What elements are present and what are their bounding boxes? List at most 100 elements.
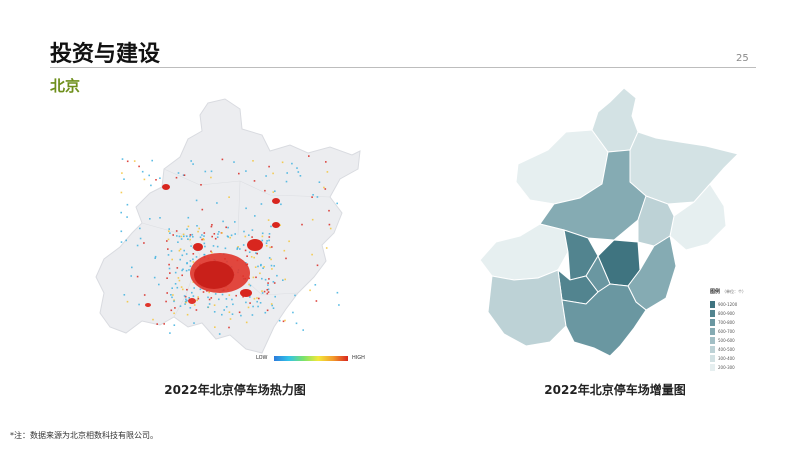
heatmap-caption: 2022年北京停车场热力图 — [164, 383, 306, 397]
heat-dot — [174, 271, 177, 274]
heat-dot — [168, 230, 170, 233]
heat-dot — [213, 311, 216, 313]
legend-label: 700-800 — [718, 320, 735, 325]
heat-dot — [182, 288, 184, 291]
heat-dot — [197, 230, 199, 233]
legend-label: 800-900 — [718, 311, 735, 316]
heat-dot — [183, 295, 186, 297]
legend-item: 600-700 — [710, 327, 758, 335]
heat-dot — [167, 254, 170, 256]
heat-dot — [189, 265, 192, 268]
heat-dot — [216, 245, 219, 248]
heat-dot — [236, 248, 238, 250]
heat-dot — [180, 286, 183, 288]
heat-dot — [301, 223, 303, 226]
heat-dot — [245, 170, 247, 172]
heat-dot — [225, 298, 228, 300]
heat-dot — [180, 235, 183, 238]
heat-dot — [203, 235, 205, 237]
heat-dot — [201, 238, 203, 241]
heat-dot — [189, 238, 191, 241]
heat-dot — [152, 318, 154, 321]
heat-dot — [288, 240, 290, 243]
heat-dot — [244, 235, 247, 238]
heat-dot — [285, 257, 287, 260]
heat-dot — [308, 155, 310, 157]
heat-dot — [311, 253, 313, 256]
heat-dot — [172, 294, 174, 296]
heat-dot — [268, 257, 271, 259]
heat-dot — [267, 288, 270, 291]
heat-dot — [264, 189, 266, 192]
heat-dot — [183, 235, 185, 238]
heat-dot — [283, 249, 286, 252]
heat-dot — [256, 300, 258, 303]
heat-dot — [139, 227, 141, 230]
heat-dot — [253, 297, 256, 300]
heat-dot — [229, 318, 232, 320]
heat-dot — [136, 275, 139, 278]
heat-dot — [249, 302, 251, 304]
heat-dot — [167, 238, 170, 241]
heat-dot — [261, 232, 264, 235]
heat-dot — [151, 159, 153, 162]
heat-dot — [258, 297, 260, 300]
heat-dot — [120, 191, 123, 194]
heat-dot — [195, 309, 198, 311]
heat-dot — [186, 262, 188, 264]
heat-dot — [261, 292, 264, 294]
heat-dot — [168, 263, 170, 266]
heat-dot — [120, 211, 122, 214]
heat-dot — [284, 319, 286, 322]
heat-dot — [291, 162, 293, 165]
heat-dot — [272, 191, 275, 193]
heat-dot — [195, 256, 198, 258]
heat-dot — [190, 245, 192, 247]
heat-dot — [148, 174, 150, 177]
heat-dot — [133, 160, 136, 162]
legend-label: 200-300 — [718, 365, 735, 370]
heat-dot — [131, 266, 133, 269]
heat-dot — [202, 291, 205, 293]
heat-dot — [126, 216, 128, 218]
heat-dot — [234, 233, 236, 235]
heat-dot — [229, 236, 231, 239]
heat-dot — [165, 300, 167, 303]
heat-dot — [328, 223, 331, 226]
heat-scatter — [120, 155, 340, 335]
heat-dot — [187, 225, 190, 228]
heat-dot — [192, 258, 194, 261]
heat-dot — [292, 311, 294, 314]
heat-dot — [192, 261, 195, 263]
heat-dot — [186, 235, 188, 237]
heat-dot — [302, 329, 304, 331]
heat-dot — [189, 234, 192, 236]
beijing-parking-heatmap — [95, 98, 361, 354]
heat-dot — [225, 306, 228, 308]
heat-dot — [178, 279, 181, 282]
heat-dot — [191, 233, 194, 236]
heat-dot — [224, 247, 227, 250]
heat-dot — [173, 324, 176, 326]
heat-dot — [208, 291, 210, 294]
heat-dot — [212, 245, 215, 247]
heat-dot — [274, 295, 276, 298]
heat-dot — [227, 226, 229, 229]
heat-dot — [296, 167, 298, 169]
heat-dot — [268, 236, 271, 238]
heat-dot — [231, 298, 233, 301]
heat-dot — [213, 304, 216, 306]
legend-label: 500-600 — [718, 338, 735, 343]
heat-dot — [262, 267, 264, 269]
heat-dot — [249, 284, 252, 287]
heat-dot — [248, 277, 250, 280]
heat-dot — [271, 268, 273, 270]
district-miyun — [629, 131, 739, 205]
heat-dot — [163, 323, 165, 325]
heat-dot — [228, 311, 231, 313]
heat-dot — [175, 176, 178, 179]
heat-dot — [267, 282, 269, 284]
heat-dot — [196, 225, 198, 227]
heat-dot — [314, 284, 317, 286]
heat-dot — [285, 180, 288, 183]
